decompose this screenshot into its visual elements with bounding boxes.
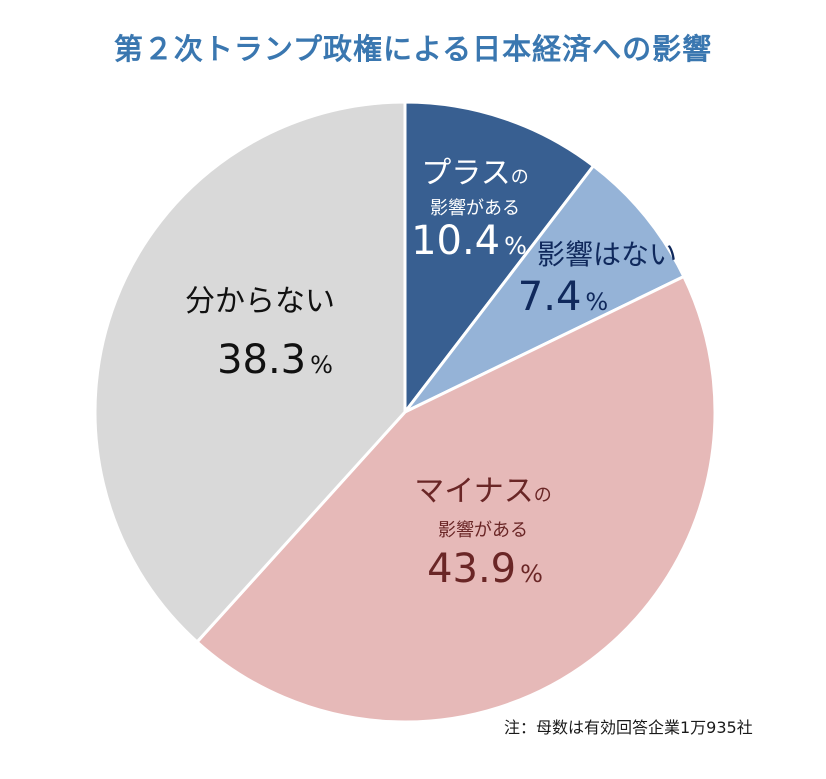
label-minus: マイナスの 影響がある — [398, 466, 568, 542]
value-plus-unit: % — [504, 232, 527, 260]
label-plus: プラスの 影響がある — [410, 148, 540, 220]
label-unknown-main: 分からない — [185, 284, 335, 319]
value-none-number: 7.4 — [517, 274, 582, 320]
value-unknown-unit: % — [310, 351, 333, 379]
value-minus: 43.9% — [410, 546, 560, 592]
label-plus-sub: 影響がある — [430, 198, 520, 219]
pie-slice-plus — [403, 100, 595, 414]
value-plus-number: 10.4 — [411, 218, 501, 264]
value-minus-number: 43.9 — [427, 546, 517, 592]
label-minus-main: マイナス — [414, 474, 534, 509]
label-unknown: 分からない — [180, 276, 340, 320]
label-none-main: 影響はない — [536, 238, 677, 271]
label-minus-suffix: の — [533, 485, 552, 506]
value-none-unit: % — [585, 288, 609, 316]
footnote: 注：母数は有効回答企業1万935社 — [504, 718, 753, 737]
label-plus-suffix: の — [510, 167, 529, 188]
pie-slice-none — [403, 164, 686, 414]
pie-slice-minus — [195, 274, 717, 724]
label-plus-main: プラス — [421, 156, 511, 191]
chart-title: 第２次トランプ政権による日本経済への影響 — [113, 32, 713, 66]
value-unknown: 38.3% — [200, 337, 350, 383]
value-unknown-number: 38.3 — [217, 337, 307, 383]
value-plus: 10.4% — [404, 218, 534, 264]
value-none: 7.4% — [498, 274, 628, 320]
pie-slice-unknown — [93, 100, 407, 644]
value-minus-unit: % — [520, 560, 543, 588]
label-minus-sub: 影響がある — [438, 520, 528, 541]
label-none: 影響はない — [532, 233, 682, 273]
pie-slices — [93, 100, 717, 724]
